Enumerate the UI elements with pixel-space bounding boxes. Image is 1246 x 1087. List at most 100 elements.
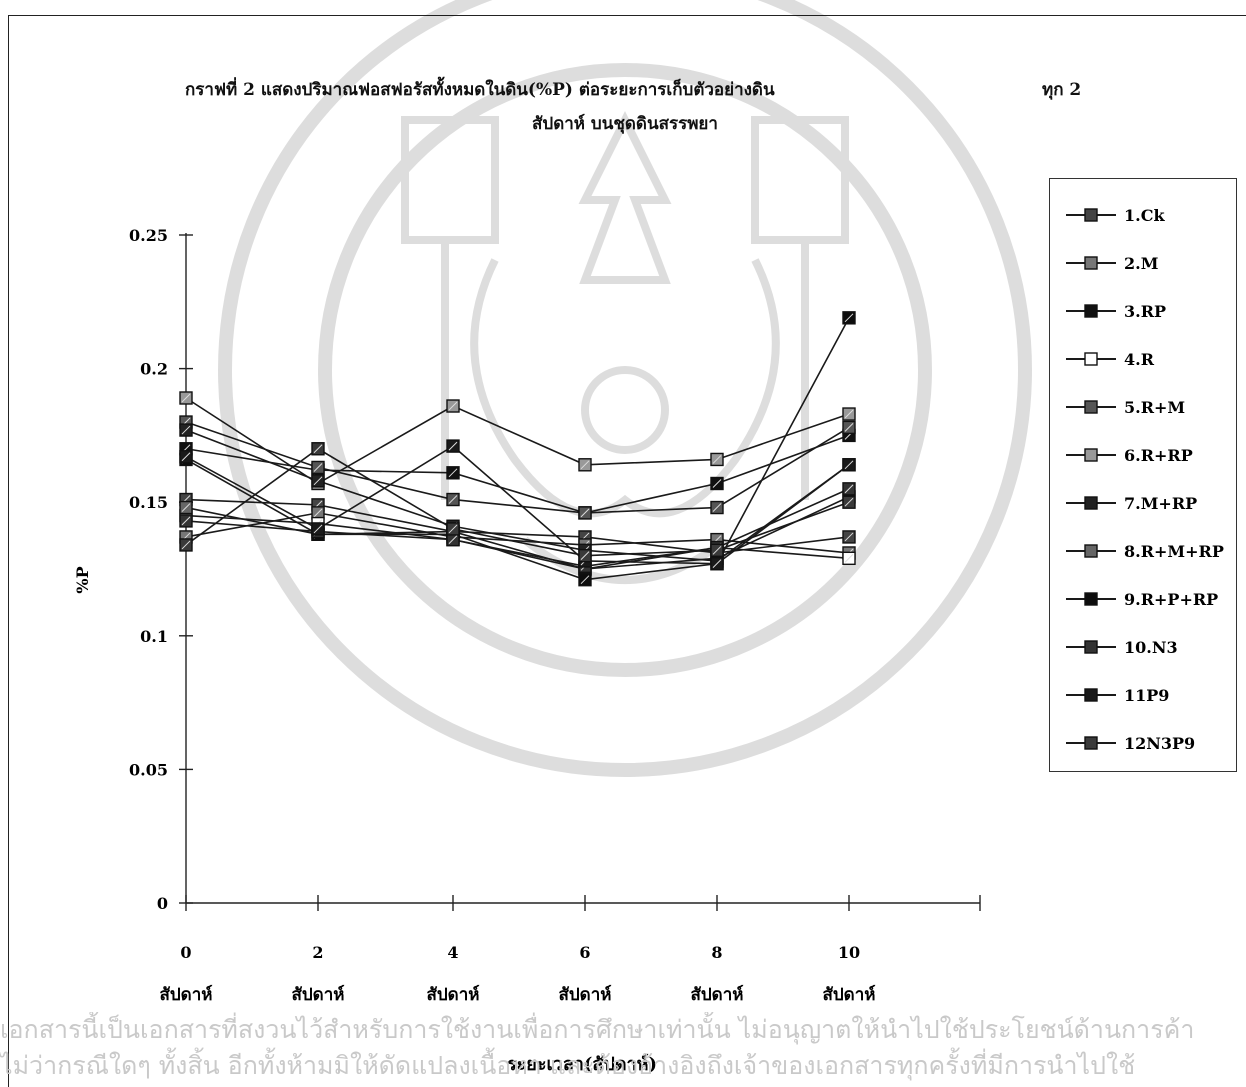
legend-label: 11P9 [1124, 686, 1169, 705]
data-point-hatch [181, 540, 191, 550]
copyright-watermark-line2: ไม่ว่ากรณีใดๆ ทั้งสิ้น อีกทั้งห้ามมิให้ด… [0, 1051, 1136, 1080]
x-tick-unit-label: สัปดาห์ [823, 984, 876, 1005]
data-point-hatch [712, 479, 722, 488]
legend-label: 5.R+M [1124, 398, 1185, 417]
data-point-hatch [712, 559, 722, 569]
data-point-hatch [313, 463, 323, 472]
legend-marker [1084, 496, 1098, 510]
legend-item: 10.N3 [1066, 638, 1178, 657]
data-point-hatch [313, 508, 323, 518]
data-point-hatch [712, 455, 722, 464]
legend-item: 11P9 [1066, 686, 1169, 705]
series-line [185, 421, 850, 514]
x-tick-label: 2 [312, 943, 323, 962]
legend-label: 4.R [1124, 350, 1155, 369]
data-point-hatch [844, 423, 854, 432]
series-line [185, 488, 850, 568]
series-5.R+M [179, 415, 856, 520]
legend-item: 3.RP [1066, 302, 1166, 321]
legend-label: 1.Ck [1124, 206, 1165, 225]
data-point-hatch [448, 524, 458, 534]
data-point-hatch [448, 495, 458, 504]
data-point-hatch [844, 497, 854, 507]
data-point-hatch [844, 313, 854, 323]
legend-item: 9.R+P+RP [1066, 590, 1218, 609]
x-tick-unit-label: สัปดาห์ [691, 984, 744, 1005]
y-tick-label: 0.15 [129, 493, 168, 512]
series-line [185, 498, 850, 554]
legend-label: 8.R+M+RP [1124, 542, 1224, 561]
chart-title: กราฟที่ 2 แสดงปริมาณฟอสฟอรัสทั้งหมดในดิน… [120, 70, 1150, 144]
legend-marker [1084, 208, 1098, 222]
data-point-hatch [580, 508, 590, 518]
legend-label: 3.RP [1124, 302, 1166, 321]
page-frame [8, 15, 1246, 1087]
data-point-hatch [844, 484, 854, 494]
y-tick-label: 0.05 [129, 760, 168, 779]
chart-title-line2: สัปดาห์ บนชุดดินสรรพยา [532, 114, 718, 134]
copyright-watermark: เอกสารนี้เป็นเอกสารที่สงวนไว้สำหรับการใช… [0, 1012, 1246, 1086]
x-tick-unit-label: สัปดาห์ [160, 984, 213, 1005]
legend-marker [1084, 688, 1098, 702]
legend [1049, 178, 1237, 772]
data-point-hatch [181, 516, 191, 526]
legend-marker [1084, 256, 1098, 270]
data-point-hatch [580, 460, 590, 470]
data-point-hatch [181, 452, 191, 462]
series-11P9 [179, 439, 856, 571]
legend-item: 7.M+RP [1066, 494, 1197, 513]
x-tick-unit-label: สัปดาห์ [427, 984, 480, 1005]
x-tick-unit-label: สัปดาห์ [292, 984, 345, 1005]
legend-marker [1084, 592, 1098, 606]
x-tick-label: 0 [180, 943, 191, 962]
legend-label: 12N3P9 [1124, 734, 1195, 753]
data-point-hatch [844, 460, 854, 470]
legend-item: 2.M [1066, 254, 1158, 273]
series-line [185, 317, 850, 581]
data-point-hatch [712, 503, 722, 512]
x-tick-label: 8 [711, 943, 722, 962]
y-tick-label: 0.2 [140, 360, 168, 379]
data-point-hatch [448, 401, 458, 411]
data-point-hatch [844, 532, 854, 542]
legend-item: 12N3P9 [1066, 734, 1195, 753]
legend-item: 6.R+RP [1066, 446, 1193, 465]
y-axis-label: %P [73, 566, 92, 593]
data-point-hatch [580, 551, 590, 560]
data-point-hatch [844, 553, 854, 563]
data-point-hatch [844, 409, 854, 419]
data-point-hatch [313, 476, 323, 486]
data-point-hatch [712, 545, 722, 555]
legend-marker [1084, 352, 1098, 366]
legend-label: 2.M [1124, 254, 1158, 273]
series-line [185, 434, 850, 514]
legend-marker [1084, 736, 1098, 750]
series-line [185, 447, 850, 557]
y-tick-label: 0.25 [129, 226, 168, 245]
series-line [185, 445, 850, 565]
data-point-hatch [313, 444, 323, 454]
university-seal-watermark [218, 0, 1032, 777]
legend-item: 5.R+M [1066, 398, 1185, 417]
legend-label: 9.R+P+RP [1124, 590, 1218, 609]
legend-marker [1084, 544, 1098, 558]
copyright-watermark-line1: เอกสารนี้เป็นเอกสารที่สงวนไว้สำหรับการใช… [0, 1015, 1195, 1044]
data-point-hatch [181, 425, 191, 435]
x-tick-unit-label: สัปดาห์ [559, 984, 612, 1005]
legend-label: 7.M+RP [1124, 494, 1197, 513]
data-point-hatch [448, 441, 458, 451]
x-axis-label: ระยะเวลา(สัปดาห์) [507, 1053, 657, 1075]
data-point-hatch [181, 393, 191, 403]
x-tick-label: 10 [838, 943, 860, 962]
legend-item: 4.R [1066, 350, 1155, 369]
data-point-hatch [448, 535, 458, 544]
y-tick-label: 0 [157, 894, 168, 913]
series-line [185, 429, 850, 562]
legend-item: 8.R+M+RP [1066, 542, 1224, 561]
data-point-hatch [181, 503, 191, 512]
x-tick-label: 6 [579, 943, 590, 962]
series-line [185, 397, 850, 485]
chart-title-line1-right: ทุก 2 [1042, 80, 1082, 100]
legend-marker [1084, 640, 1098, 654]
